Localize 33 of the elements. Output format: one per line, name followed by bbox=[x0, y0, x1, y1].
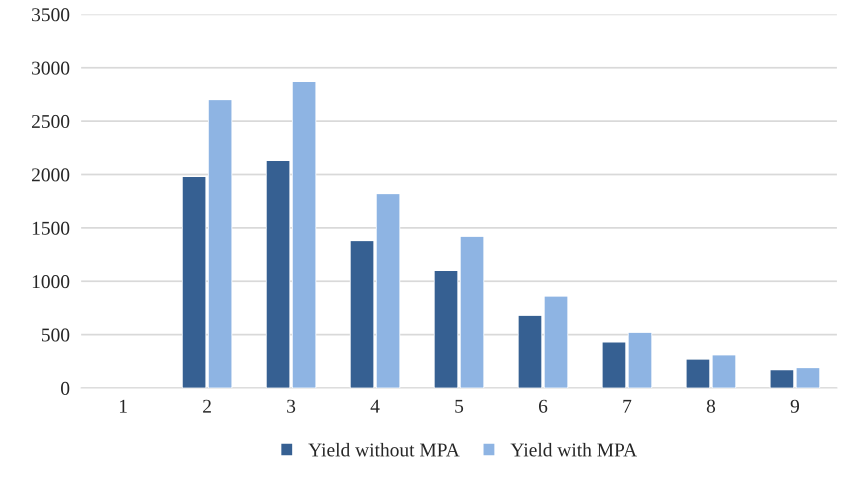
x-tick-label: 9 bbox=[790, 400, 799, 413]
bar bbox=[712, 354, 736, 388]
x-tick-label: 1 bbox=[120, 400, 127, 413]
x-tick-label: 8 bbox=[706, 400, 716, 413]
x-tick-label: 4 bbox=[370, 400, 380, 413]
bar bbox=[686, 358, 710, 388]
bar bbox=[266, 160, 290, 388]
bar bbox=[460, 236, 484, 388]
bar bbox=[628, 332, 652, 388]
x-tick-label: 2 bbox=[203, 400, 211, 413]
bar bbox=[518, 314, 542, 388]
bar bbox=[292, 81, 316, 388]
y-tick-label: 500 bbox=[42, 328, 70, 342]
x-tick-label: 6 bbox=[538, 400, 548, 413]
y-tick-label: 2500 bbox=[32, 114, 70, 128]
bar bbox=[376, 193, 400, 388]
y-tick-label: 2000 bbox=[32, 168, 70, 182]
x-tick-label: 5 bbox=[455, 400, 464, 413]
y-tick-label: 0 bbox=[61, 382, 70, 395]
y-tick-label: 1000 bbox=[32, 275, 70, 288]
bar bbox=[350, 240, 374, 388]
legend-label: Yield without MPA bbox=[308, 442, 460, 457]
x-tick-label: 3 bbox=[287, 400, 296, 413]
y-tick-label: 3500 bbox=[32, 8, 70, 22]
bar bbox=[770, 369, 794, 388]
y-tick-label: 1500 bbox=[32, 222, 70, 235]
legend-label: Yield with MPA bbox=[510, 442, 637, 457]
bar bbox=[434, 270, 458, 388]
bar bbox=[544, 296, 568, 388]
y-tick-label: 3000 bbox=[32, 62, 70, 75]
bar bbox=[602, 342, 626, 388]
x-tick-label: 7 bbox=[623, 400, 632, 413]
bar bbox=[796, 367, 820, 388]
